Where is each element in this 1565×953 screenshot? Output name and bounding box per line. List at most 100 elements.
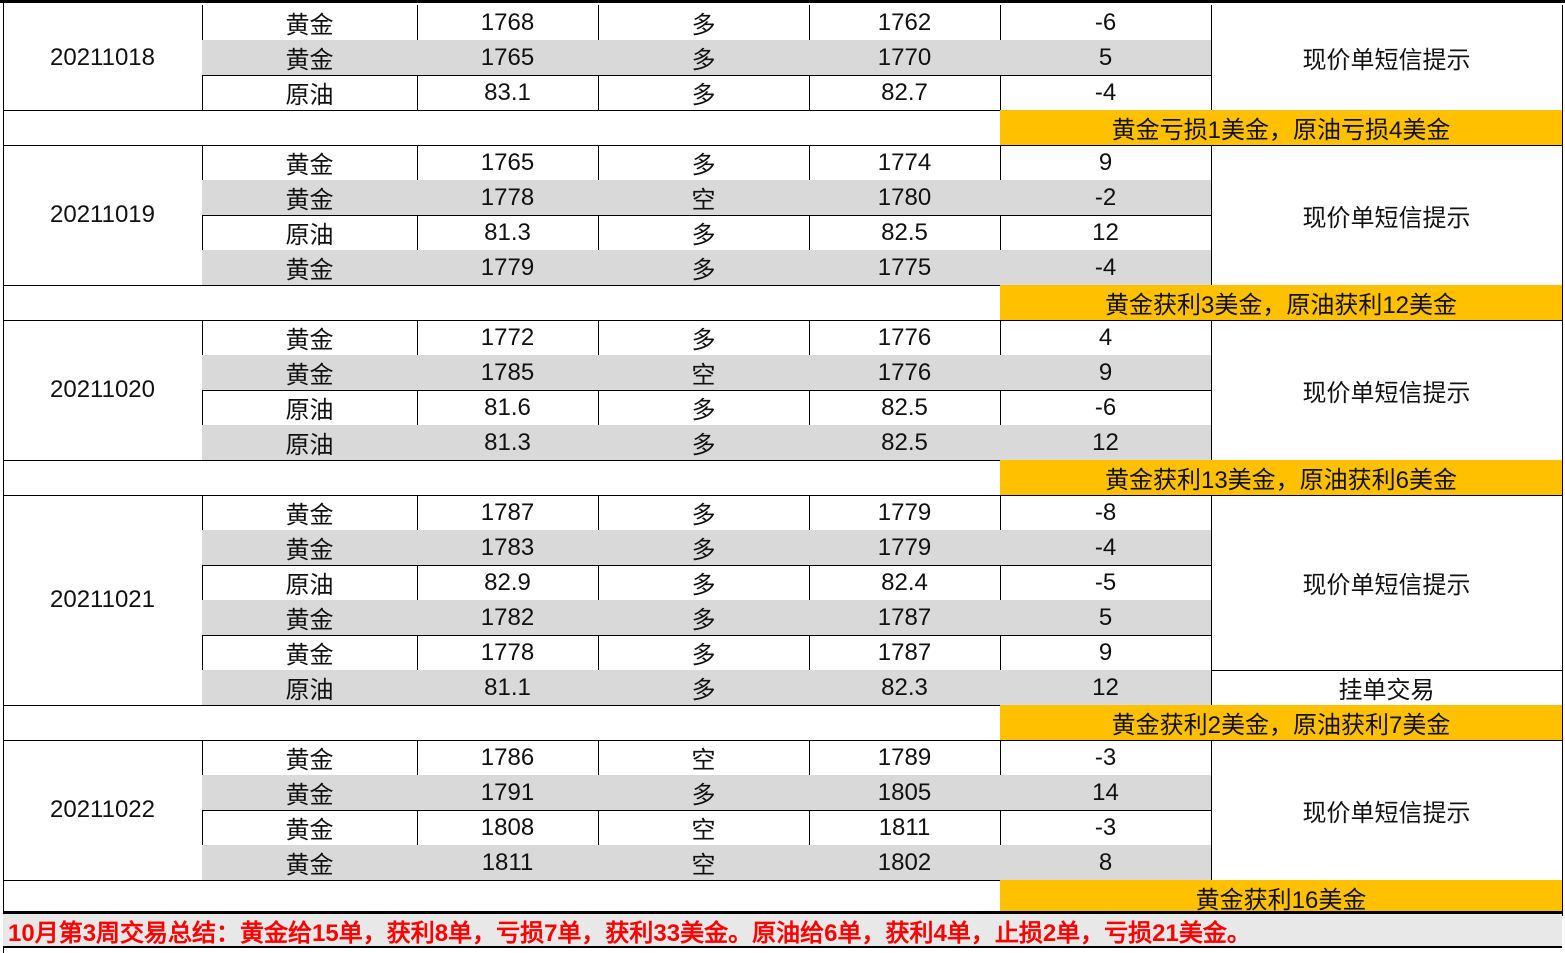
entry-price-cell[interactable]: 1811	[417, 845, 599, 881]
product-cell[interactable]: 黄金	[202, 810, 418, 846]
daily-summary-cell[interactable]: 黄金获利13美金，原油获利6美金	[1000, 460, 1563, 496]
entry-price-cell[interactable]: 1772	[417, 320, 599, 356]
product-cell[interactable]: 原油	[202, 670, 418, 706]
remark-cell[interactable]: 现价单短信提示	[1211, 5, 1563, 111]
profit-cell[interactable]: 9	[1000, 635, 1212, 671]
entry-price-cell[interactable]: 1808	[417, 810, 599, 846]
product-cell[interactable]: 原油	[202, 75, 418, 111]
exit-price-cell[interactable]: 1779	[809, 530, 1001, 566]
profit-cell[interactable]: 14	[1000, 775, 1212, 811]
entry-price-cell[interactable]: 1783	[417, 530, 599, 566]
profit-cell[interactable]: -8	[1000, 495, 1212, 531]
exit-price-cell[interactable]: 1811	[809, 810, 1001, 846]
exit-price-cell[interactable]: 1776	[809, 320, 1001, 356]
date-cell[interactable]: 20211021	[3, 495, 203, 706]
exit-price-cell[interactable]: 1780	[809, 180, 1001, 216]
product-cell[interactable]: 黄金	[202, 145, 418, 181]
profit-cell[interactable]: -2	[1000, 180, 1212, 216]
exit-price-cell[interactable]: 1789	[809, 740, 1001, 776]
remark-cell[interactable]: 现价单短信提示	[1211, 320, 1563, 461]
profit-cell[interactable]: 12	[1000, 670, 1212, 706]
weekly-summary-cell[interactable]: 10月第3周交易总结：黄金给15单，获利8单，亏损7单，获利33美金。原油给6单…	[3, 911, 1562, 948]
direction-cell[interactable]: 空	[598, 180, 810, 216]
blank-cell[interactable]	[3, 460, 1001, 496]
exit-price-cell[interactable]: 82.5	[809, 390, 1001, 426]
exit-price-cell[interactable]: 1774	[809, 145, 1001, 181]
product-cell[interactable]: 原油	[202, 215, 418, 251]
date-cell[interactable]: 20211022	[3, 740, 203, 881]
daily-summary-cell[interactable]: 黄金获利16美金	[1000, 880, 1563, 916]
direction-cell[interactable]: 多	[598, 775, 810, 811]
product-cell[interactable]: 黄金	[202, 495, 418, 531]
product-cell[interactable]: 黄金	[202, 355, 418, 391]
entry-price-cell[interactable]: 81.6	[417, 390, 599, 426]
profit-cell[interactable]: 4	[1000, 320, 1212, 356]
direction-cell[interactable]: 空	[598, 355, 810, 391]
direction-cell[interactable]: 空	[598, 740, 810, 776]
product-cell[interactable]: 黄金	[202, 5, 418, 41]
profit-cell[interactable]: 12	[1000, 425, 1212, 461]
entry-price-cell[interactable]: 81.1	[417, 670, 599, 706]
entry-price-cell[interactable]: 81.3	[417, 425, 599, 461]
profit-cell[interactable]: -6	[1000, 5, 1212, 41]
entry-price-cell[interactable]: 1786	[417, 740, 599, 776]
blank-cell[interactable]	[3, 285, 1001, 321]
direction-cell[interactable]: 多	[598, 215, 810, 251]
product-cell[interactable]: 黄金	[202, 600, 418, 636]
direction-cell[interactable]: 多	[598, 320, 810, 356]
remark-cell[interactable]: 现价单短信提示	[1211, 145, 1563, 286]
entry-price-cell[interactable]: 1765	[417, 40, 599, 76]
entry-price-cell[interactable]: 83.1	[417, 75, 599, 111]
profit-cell[interactable]: 12	[1000, 215, 1212, 251]
exit-price-cell[interactable]: 1762	[809, 5, 1001, 41]
exit-price-cell[interactable]: 1805	[809, 775, 1001, 811]
remark-cell[interactable]: 挂单交易	[1211, 670, 1563, 706]
entry-price-cell[interactable]: 1787	[417, 495, 599, 531]
remark-cell[interactable]: 现价单短信提示	[1211, 740, 1563, 881]
product-cell[interactable]: 黄金	[202, 740, 418, 776]
product-cell[interactable]: 黄金	[202, 40, 418, 76]
exit-price-cell[interactable]: 1787	[809, 600, 1001, 636]
product-cell[interactable]: 黄金	[202, 180, 418, 216]
product-cell[interactable]: 黄金	[202, 635, 418, 671]
direction-cell[interactable]: 多	[598, 40, 810, 76]
direction-cell[interactable]: 多	[598, 530, 810, 566]
direction-cell[interactable]: 多	[598, 250, 810, 286]
profit-cell[interactable]: 5	[1000, 600, 1212, 636]
daily-summary-cell[interactable]: 黄金获利2美金，原油获利7美金	[1000, 705, 1563, 741]
product-cell[interactable]: 原油	[202, 390, 418, 426]
blank-cell[interactable]	[3, 705, 1001, 741]
product-cell[interactable]: 黄金	[202, 530, 418, 566]
profit-cell[interactable]: -3	[1000, 810, 1212, 846]
product-cell[interactable]: 黄金	[202, 250, 418, 286]
direction-cell[interactable]: 空	[598, 810, 810, 846]
direction-cell[interactable]: 多	[598, 5, 810, 41]
date-cell[interactable]: 20211018	[3, 5, 203, 111]
direction-cell[interactable]: 多	[598, 390, 810, 426]
direction-cell[interactable]: 多	[598, 495, 810, 531]
profit-cell[interactable]: 9	[1000, 355, 1212, 391]
profit-cell[interactable]: -4	[1000, 530, 1212, 566]
product-cell[interactable]: 黄金	[202, 320, 418, 356]
daily-summary-cell[interactable]: 黄金获利3美金，原油获利12美金	[1000, 285, 1563, 321]
product-cell[interactable]: 黄金	[202, 845, 418, 881]
entry-price-cell[interactable]: 1765	[417, 145, 599, 181]
entry-price-cell[interactable]: 81.3	[417, 215, 599, 251]
profit-cell[interactable]: 9	[1000, 145, 1212, 181]
entry-price-cell[interactable]: 1782	[417, 600, 599, 636]
exit-price-cell[interactable]: 1802	[809, 845, 1001, 881]
entry-price-cell[interactable]: 1779	[417, 250, 599, 286]
direction-cell[interactable]: 多	[598, 565, 810, 601]
direction-cell[interactable]: 多	[598, 75, 810, 111]
direction-cell[interactable]: 多	[598, 600, 810, 636]
direction-cell[interactable]: 多	[598, 670, 810, 706]
exit-price-cell[interactable]: 1776	[809, 355, 1001, 391]
direction-cell[interactable]: 多	[598, 635, 810, 671]
profit-cell[interactable]: -5	[1000, 565, 1212, 601]
entry-price-cell[interactable]: 1778	[417, 635, 599, 671]
exit-price-cell[interactable]: 82.7	[809, 75, 1001, 111]
profit-cell[interactable]: -4	[1000, 75, 1212, 111]
direction-cell[interactable]: 多	[598, 425, 810, 461]
entry-price-cell[interactable]: 1768	[417, 5, 599, 41]
daily-summary-cell[interactable]: 黄金亏损1美金，原油亏损4美金	[1000, 110, 1563, 146]
